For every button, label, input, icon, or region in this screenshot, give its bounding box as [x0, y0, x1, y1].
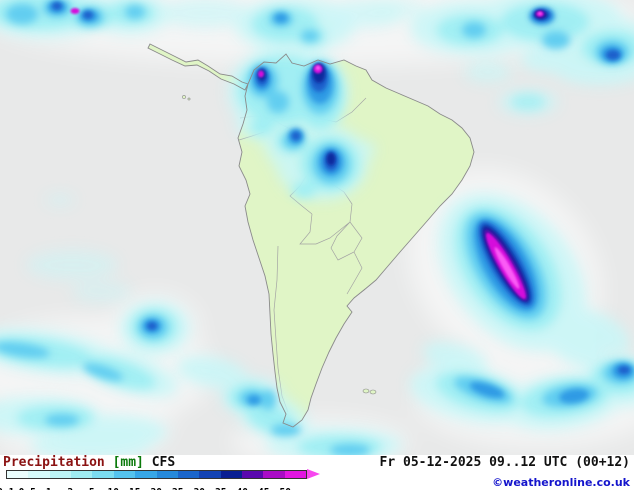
legend-arrow-icon: [307, 469, 320, 479]
coastline: [147, 43, 475, 428]
legend-color-segment: [49, 470, 72, 478]
legend-tick-label: 2: [60, 488, 82, 490]
model-label: CFS: [151, 455, 176, 470]
legend-tick-label: 15: [124, 488, 146, 490]
map-image: [0, 0, 634, 455]
parameter-label: Precipitation: [3, 455, 105, 470]
legend-tick-label: 20: [146, 488, 168, 490]
legend-tick-label: 35: [210, 488, 232, 490]
legend-color-segment: [199, 470, 221, 478]
precipitation-legend: 0.10.5125101520253035404550: [0, 469, 320, 490]
islands: [182, 95, 377, 395]
legend-tick-label: 5: [81, 488, 103, 490]
map-footer: Precipitation [mm] CFS Fr 05-12-2025 09.…: [0, 455, 634, 490]
legend-bar: [6, 469, 307, 479]
legend-color-segment: [7, 470, 29, 478]
legend-color-segment: [284, 470, 307, 478]
precipitation-map: [0, 0, 634, 455]
legend-color-segment: [28, 470, 50, 478]
legend-color-segment: [241, 470, 264, 478]
legend-tick-label: 1: [38, 488, 60, 490]
unit-label: [mm]: [112, 455, 144, 470]
legend-color-segment: [135, 470, 157, 478]
legend-color-segment: [71, 470, 93, 478]
legend-tick-label: 40: [232, 488, 254, 490]
legend-tick-label: 50: [275, 488, 297, 490]
legend-color-segment: [263, 470, 285, 478]
legend-tick-label: 0.5: [17, 488, 39, 490]
legend-color-segment: [177, 470, 200, 478]
precip-layer-pink: [315, 12, 542, 289]
legend-color-segment: [220, 470, 242, 478]
valid-time-label: Fr 05-12-2025 09..12 UTC (00+12): [379, 455, 630, 470]
legend-tick-label: 25: [167, 488, 189, 490]
legend-tick-label: 10: [103, 488, 125, 490]
map-title: Precipitation [mm] CFS: [3, 455, 175, 470]
legend-color-segment: [156, 470, 178, 478]
legend-color-segment: [92, 470, 114, 478]
copyright-credit: ©weatheronline.co.uk: [492, 476, 630, 489]
legend-tick-label: 45: [253, 488, 275, 490]
legend-tick-label: 0.1: [0, 488, 17, 490]
legend-color-segment: [113, 470, 136, 478]
legend-labels: 0.10.5125101520253035404550: [0, 480, 320, 490]
legend-tick-label: 30: [189, 488, 211, 490]
